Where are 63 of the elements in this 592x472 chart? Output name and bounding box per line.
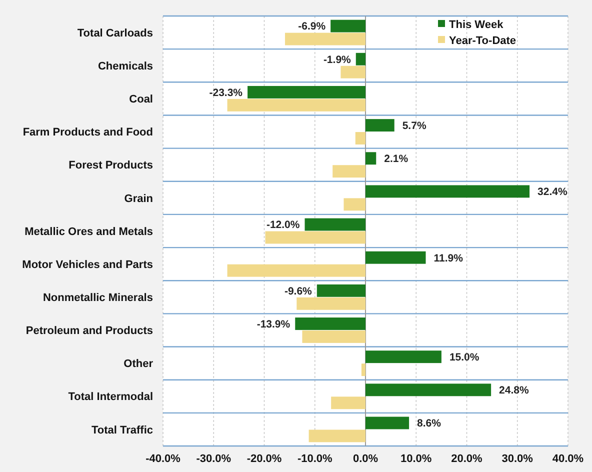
y-tick-label: Other [124,358,154,370]
bar [366,119,394,132]
data-label: -1.9% [323,54,352,66]
y-tick-label: Metallic Ores and Metals [24,226,153,238]
bar [366,185,530,198]
data-label: -12.0% [266,219,300,232]
data-label: 11.9% [434,252,464,264]
bar [366,251,426,264]
data-label: -9.6% [284,285,313,298]
x-tick-label: 30.0% [502,453,534,465]
data-label: 32.4% [538,186,568,198]
bar [355,132,366,144]
data-label: -6.9% [298,20,326,33]
x-tick-label: -40.0% [146,453,181,465]
bar [330,20,366,32]
y-tick-label: Nonmetallic Minerals [42,292,153,304]
legend-label: Year-To-Date [449,34,516,47]
bar [227,98,366,112]
bar [366,350,442,364]
bar [366,416,410,430]
bar [344,198,366,211]
bar [295,318,366,330]
bar [316,284,366,297]
bar [331,396,366,410]
bar [356,52,366,66]
data-label: 8.6% [417,418,442,430]
y-tick-label: Total Traffic [91,424,153,436]
data-label: -13.9% [256,318,291,330]
bar [296,297,366,310]
bar [340,66,366,78]
bar [304,218,366,231]
y-tick-label: Petroleum and Products [26,325,153,338]
y-tick-label: Chemicals [98,60,153,72]
y-tick-label: Motor Vehicles and Parts [22,258,153,271]
data-label: -23.3% [209,86,244,99]
bar [366,152,376,165]
y-tick-label: Coal [129,94,153,106]
bar [265,231,366,244]
y-tick-label: Total Carloads [77,27,153,40]
y-tick-label: Farm Products and Food [22,126,153,139]
data-label: 5.7% [402,120,427,132]
legend-label: This Week [449,18,504,31]
data-label: 24.8% [499,384,530,397]
bar [302,330,366,343]
x-tick-label: 10.0% [400,453,432,465]
y-tick-label: Grain [124,192,154,205]
x-tick-label: -20.0% [246,453,282,465]
data-label: 15.0% [449,351,480,364]
x-tick-label: 20.0% [451,453,483,465]
x-tick-label: -10.0% [297,453,333,465]
bar [248,86,366,98]
bar [227,264,366,277]
x-tick-label: -30.0% [196,453,232,465]
bar [285,32,366,46]
y-tick-label: Forest Products [68,160,153,172]
x-tick-label: 0.0% [352,453,378,465]
x-tick-label: 40.0% [552,453,584,465]
bar [361,364,366,376]
data-label: 2.1% [384,153,409,166]
y-tick-label: Total Intermodal [68,391,153,404]
bar [308,430,366,442]
bar [366,384,492,396]
bar [332,165,366,178]
